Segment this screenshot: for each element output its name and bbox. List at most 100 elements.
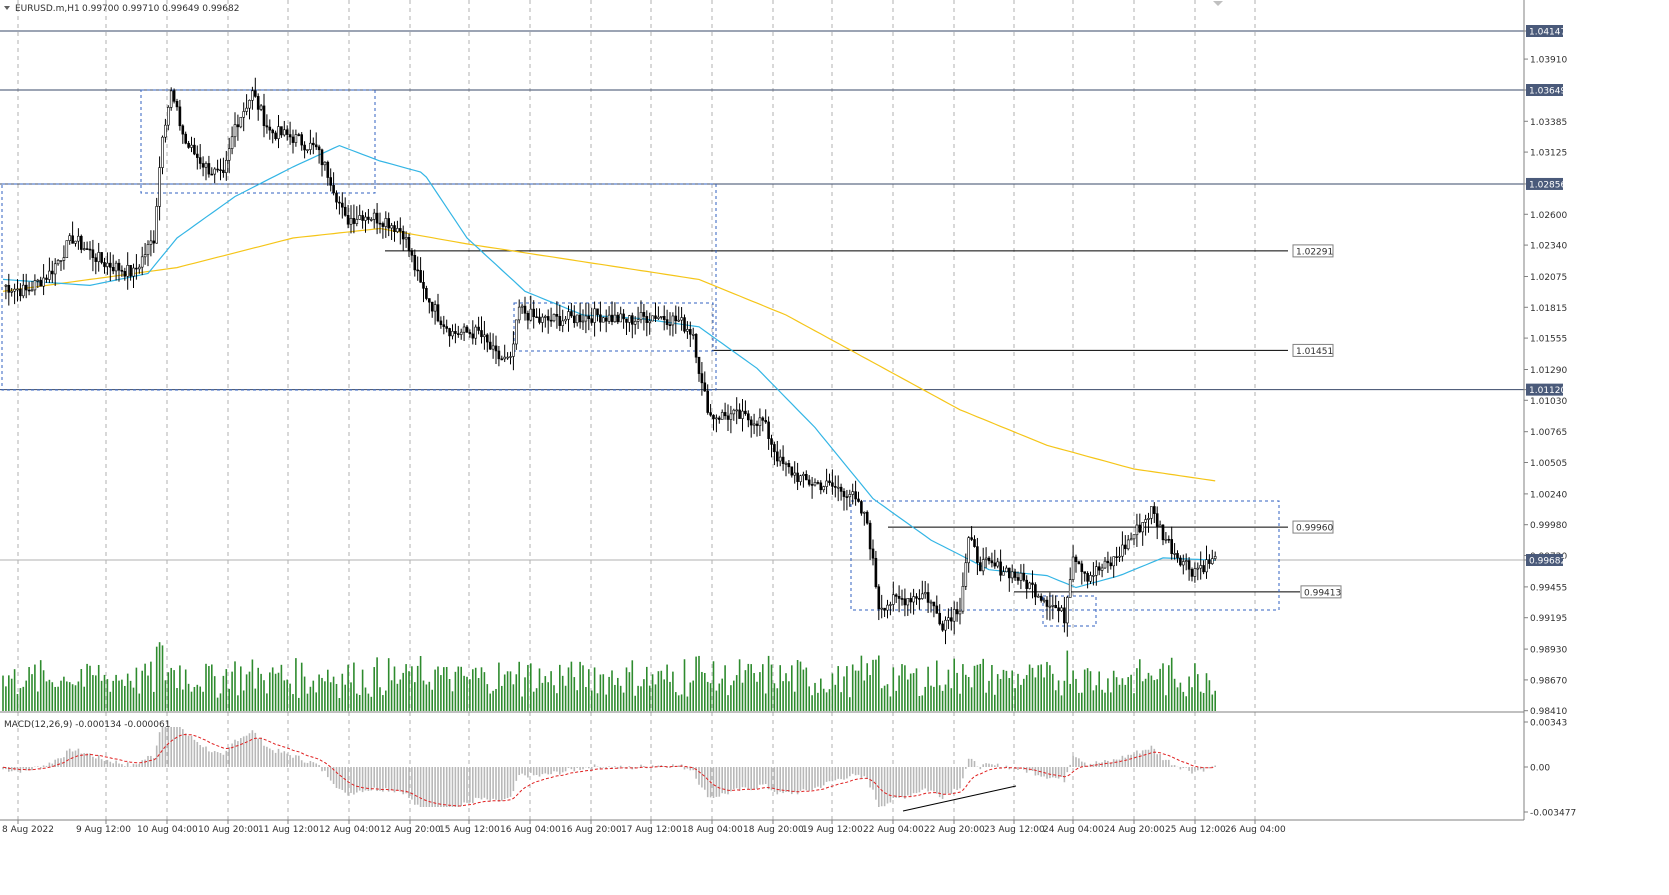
candle-body bbox=[926, 592, 930, 603]
candle-body bbox=[106, 262, 109, 267]
candle-body bbox=[288, 134, 292, 138]
chart-shift-marker-icon[interactable] bbox=[1213, 1, 1223, 6]
candle-body bbox=[984, 557, 988, 560]
candle-body bbox=[909, 598, 913, 603]
candle-body bbox=[1083, 571, 1086, 574]
time-tick-label: 24 Aug 04:00 bbox=[1043, 825, 1104, 835]
candle-body bbox=[1042, 599, 1046, 602]
candle-body bbox=[193, 144, 196, 155]
candle-body bbox=[1100, 567, 1104, 571]
candle-body bbox=[1106, 560, 1110, 564]
candle-body bbox=[883, 607, 886, 611]
candle-body bbox=[572, 315, 576, 324]
candle-body bbox=[770, 438, 773, 445]
candle-body bbox=[503, 356, 507, 360]
price-tick-label: 1.00765 bbox=[1530, 428, 1567, 438]
candle-body bbox=[1097, 566, 1101, 571]
candle-body bbox=[538, 316, 541, 323]
candles bbox=[4, 77, 1217, 645]
candle-body bbox=[500, 358, 504, 361]
collapse-triangle-icon[interactable] bbox=[4, 6, 10, 10]
time-tick-label: 15 Aug 12:00 bbox=[439, 825, 500, 835]
time-tick-label: 8 Aug 2022 bbox=[2, 825, 54, 835]
candle-body bbox=[155, 206, 158, 244]
candle-body bbox=[355, 219, 359, 224]
candle-body bbox=[471, 333, 475, 339]
candle-body bbox=[248, 99, 251, 109]
candle-body bbox=[604, 317, 608, 322]
candle-body bbox=[575, 314, 579, 324]
candle-body bbox=[39, 279, 43, 287]
candle-body bbox=[430, 301, 434, 312]
candle-body bbox=[42, 277, 45, 287]
candle-body bbox=[372, 212, 376, 220]
candle-body bbox=[552, 313, 556, 322]
candle-body bbox=[947, 617, 950, 621]
candle-body bbox=[636, 319, 640, 322]
candle-body bbox=[1196, 567, 1200, 570]
candle-body bbox=[532, 308, 536, 318]
time-tick-label: 16 Aug 04:00 bbox=[500, 825, 561, 835]
chart-header: EURUSD.m,H1 0.99700 0.99710 0.99649 0.99… bbox=[4, 4, 239, 14]
candle-body bbox=[506, 356, 509, 359]
candle-body bbox=[346, 215, 350, 225]
candle-body bbox=[445, 326, 449, 329]
candle-body bbox=[349, 218, 353, 225]
candle-body bbox=[178, 106, 182, 127]
candle-body bbox=[135, 267, 138, 270]
candle-body bbox=[625, 318, 628, 323]
candle-body bbox=[488, 341, 492, 350]
candle-body bbox=[697, 356, 701, 374]
candle-body bbox=[1153, 506, 1156, 514]
candle-body bbox=[13, 288, 16, 292]
candle-body bbox=[529, 308, 533, 321]
candle-body bbox=[787, 463, 791, 468]
candle-body bbox=[259, 105, 263, 110]
price-tick-label: 0.99195 bbox=[1530, 614, 1567, 624]
candle-body bbox=[918, 598, 921, 600]
candle-body bbox=[358, 215, 362, 220]
candle-body bbox=[285, 129, 289, 135]
candle-body bbox=[599, 314, 602, 323]
candle-body bbox=[1080, 563, 1084, 572]
candle-body bbox=[462, 326, 466, 333]
candle-body bbox=[474, 326, 478, 339]
price-highlight-label: 1.03649 bbox=[1529, 87, 1566, 97]
candle-body bbox=[1115, 556, 1118, 558]
candle-body bbox=[396, 228, 399, 232]
candle-body bbox=[291, 136, 295, 143]
candle-body bbox=[915, 596, 918, 599]
candle-body bbox=[91, 249, 95, 258]
candle-body bbox=[216, 168, 219, 171]
candle-body bbox=[190, 144, 193, 148]
time-tick-label: 23 Aug 12:00 bbox=[984, 825, 1045, 835]
candle-body bbox=[709, 412, 712, 416]
candle-body bbox=[816, 482, 820, 484]
candle-body bbox=[654, 315, 657, 319]
candle-body bbox=[164, 124, 167, 138]
candle-body bbox=[297, 134, 301, 136]
volume-bars bbox=[2, 642, 1216, 711]
candle-body bbox=[732, 409, 736, 415]
candle-body bbox=[1164, 538, 1168, 541]
candle-body bbox=[1138, 524, 1142, 533]
candle-body bbox=[804, 473, 808, 481]
candle-body bbox=[764, 420, 768, 423]
candle-body bbox=[686, 329, 689, 332]
candle-body bbox=[161, 136, 164, 168]
candle-body bbox=[526, 313, 530, 321]
candle-body bbox=[1089, 575, 1092, 582]
candle-body bbox=[256, 96, 260, 110]
candle-body bbox=[1048, 605, 1052, 608]
candle-body bbox=[775, 451, 779, 462]
candle-body bbox=[744, 410, 747, 415]
candle-body bbox=[19, 288, 22, 297]
candle-body bbox=[126, 265, 129, 277]
candle-body bbox=[958, 610, 962, 615]
candle-body bbox=[419, 270, 422, 283]
candle-body bbox=[120, 269, 124, 272]
candle-body bbox=[781, 456, 785, 464]
candle-body bbox=[1132, 534, 1136, 540]
